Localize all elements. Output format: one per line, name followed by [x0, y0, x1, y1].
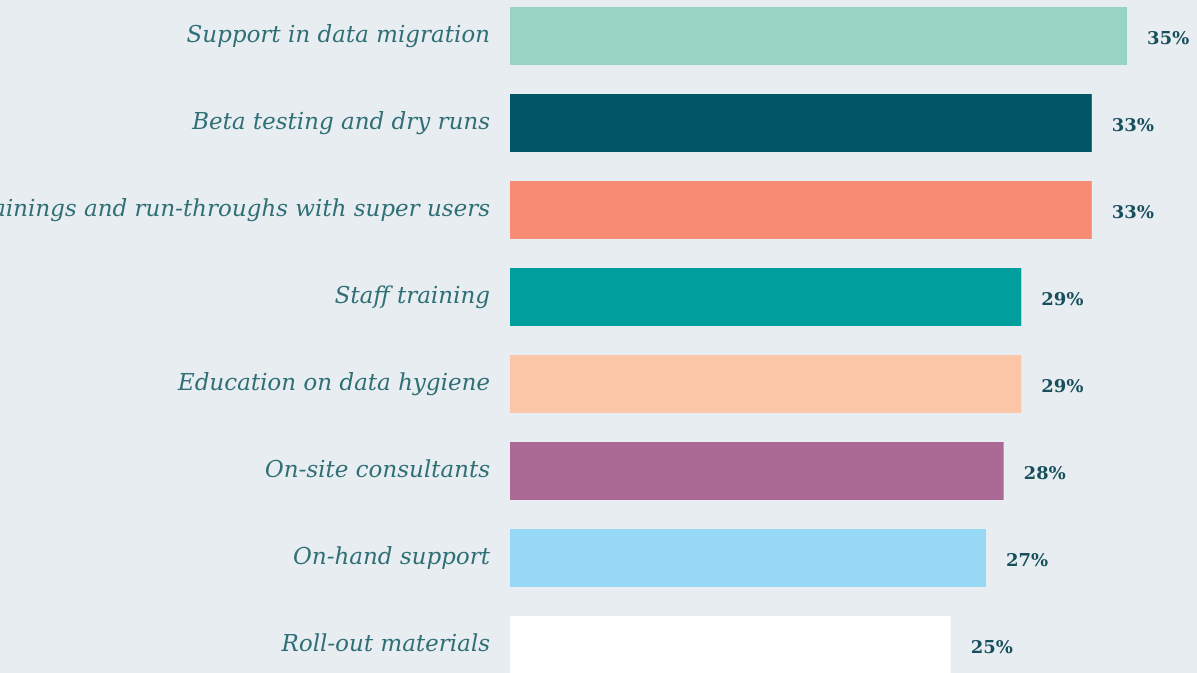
bar — [510, 529, 987, 587]
bar — [510, 616, 951, 673]
bar — [510, 268, 1022, 326]
category-label: Roll-out materials — [281, 631, 491, 657]
bar — [510, 442, 1004, 500]
bar — [510, 94, 1092, 152]
category-label: Education on data hygiene — [177, 370, 490, 396]
category-label: Trainings and run-throughs with super us… — [0, 196, 490, 222]
value-label: 29% — [1041, 376, 1083, 397]
value-label: 29% — [1041, 289, 1083, 310]
bar — [510, 7, 1128, 65]
value-label: 28% — [1024, 463, 1066, 484]
category-label: Support in data migration — [187, 22, 490, 48]
bar — [510, 355, 1022, 413]
value-label: 33% — [1112, 202, 1154, 223]
category-label: Beta testing and dry runs — [191, 109, 490, 135]
value-label: 35% — [1147, 28, 1189, 49]
category-label: On-hand support — [293, 544, 491, 570]
value-label: 33% — [1112, 115, 1154, 136]
bar — [510, 181, 1092, 239]
category-label: On-site consultants — [265, 457, 490, 483]
value-label: 27% — [1006, 550, 1048, 571]
category-label: Staff training — [335, 283, 490, 309]
value-label: 25% — [971, 637, 1013, 658]
